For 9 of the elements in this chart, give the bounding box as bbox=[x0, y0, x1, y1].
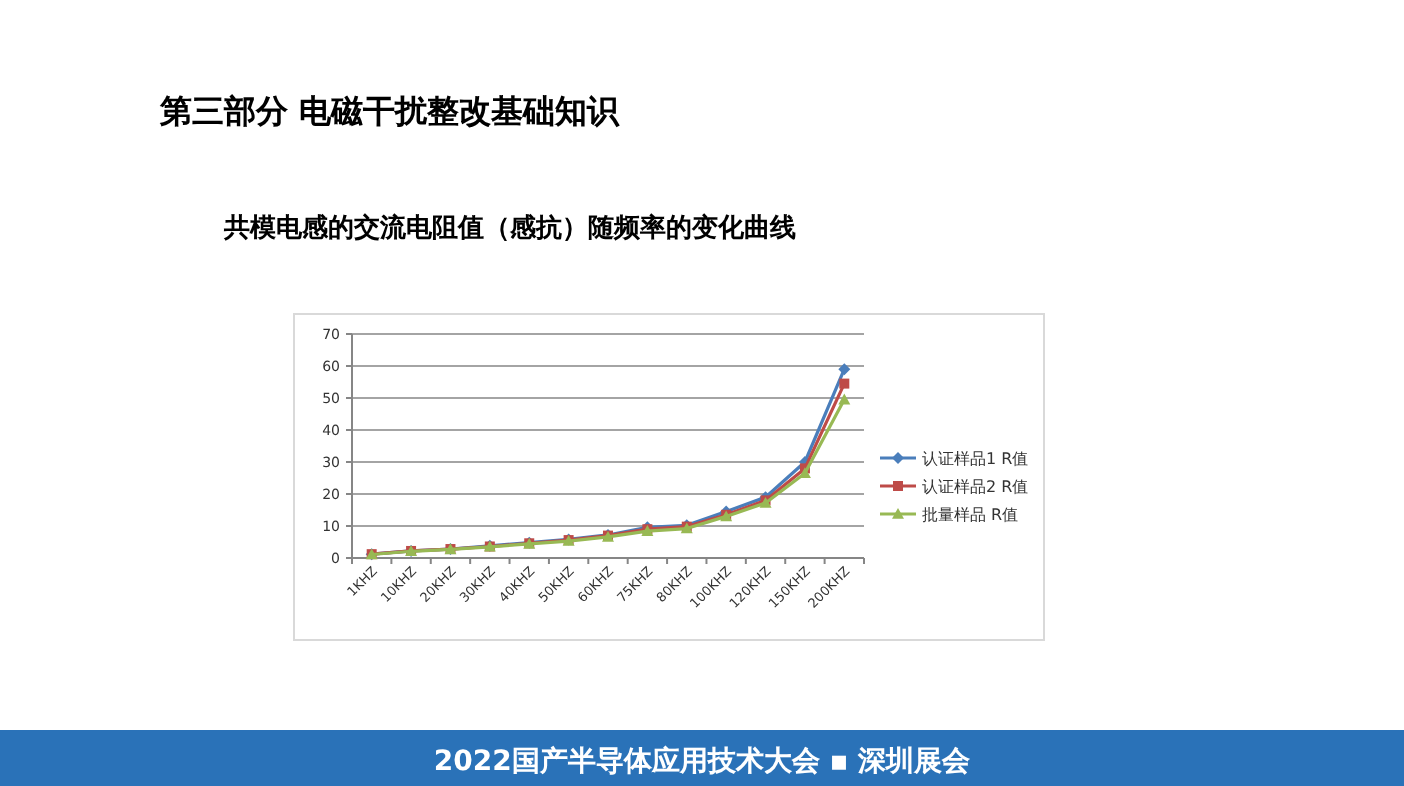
legend-label: 批量样品 R值 bbox=[922, 506, 1019, 524]
point bbox=[838, 393, 851, 405]
point bbox=[838, 363, 851, 376]
legend-label: 认证样品2 R值 bbox=[922, 478, 1029, 496]
chart-title: 第三部分 电磁干扰整改基础知识 bbox=[158, 92, 622, 130]
point bbox=[839, 378, 850, 389]
text: 2022国产半导体应用技术大会 ▪ 深圳展会 bbox=[433, 744, 973, 778]
chart-subtitle: 共模电感的交流电阻值（感抗）随频率的变化曲线 bbox=[222, 212, 796, 244]
legend-label: 认证样品1 R值 bbox=[922, 450, 1029, 468]
